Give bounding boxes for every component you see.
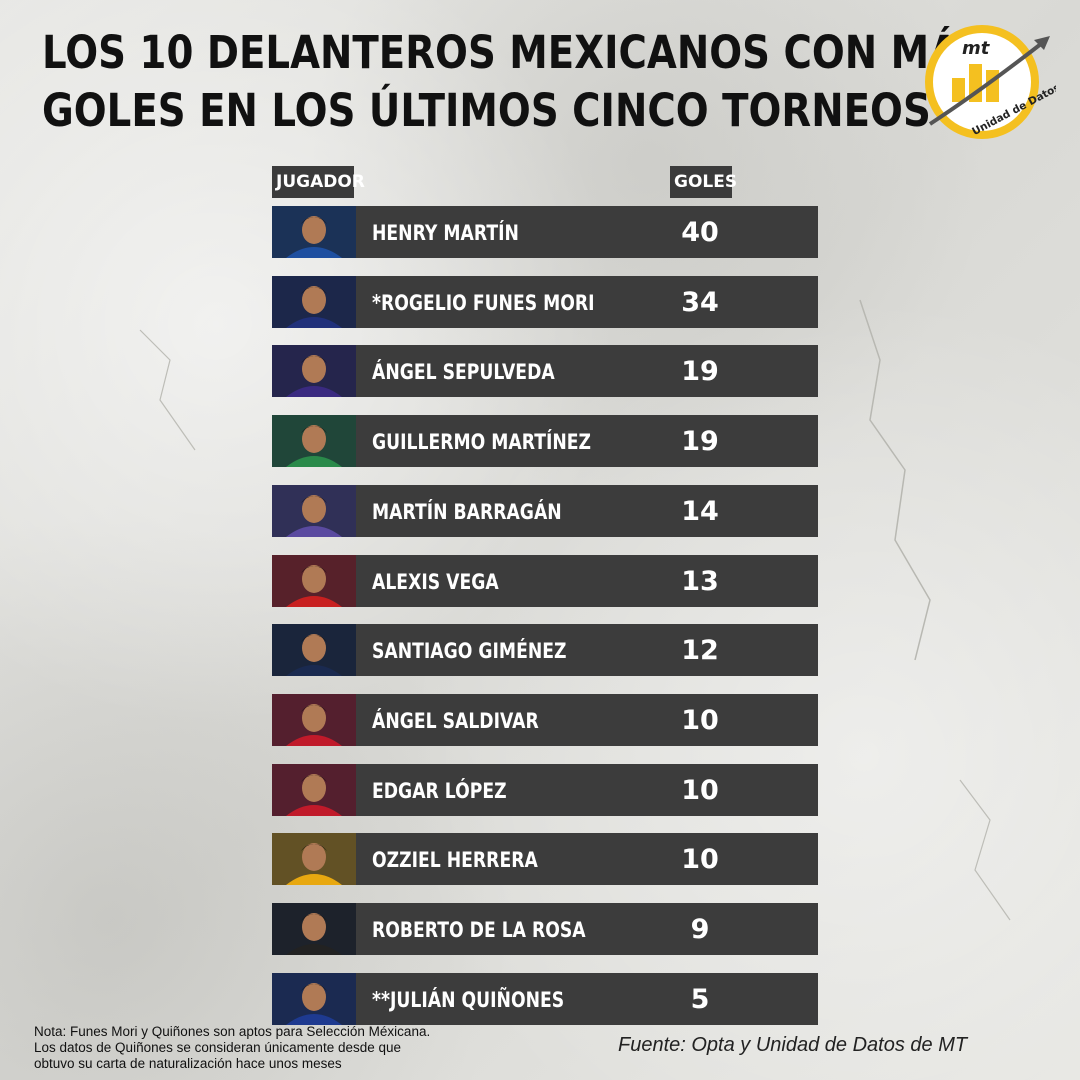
player-photo [272, 764, 356, 816]
player-photo [272, 694, 356, 746]
player-goals: 10 [681, 705, 719, 736]
player-name: ALEXIS VEGA [372, 570, 499, 594]
player-name: ROBERTO DE LA ROSA [372, 918, 586, 942]
player-name: EDGAR LÓPEZ [372, 779, 507, 803]
table-row: **JULIÁN QUIÑONES 5 [272, 973, 818, 1025]
player-photo [272, 624, 356, 676]
player-goals: 12 [681, 635, 719, 666]
player-name: *ROGELIO FUNES MORI [372, 291, 595, 315]
table-row: GUILLERMO MARTÍNEZ 19 [272, 415, 818, 467]
player-goals: 9 [690, 914, 710, 945]
column-header-player: JUGADOR [272, 166, 365, 198]
player-goals: 19 [681, 356, 719, 387]
player-name: ÁNGEL SEPULVEDA [372, 360, 555, 384]
player-goals: 34 [681, 287, 719, 318]
table-row: ROBERTO DE LA ROSA 9 [272, 903, 818, 955]
column-header-goals: GOLES [670, 166, 737, 198]
footnote-line-1: Nota: Funes Mori y Quiñones son aptos pa… [34, 1024, 431, 1039]
player-goals: 40 [681, 217, 719, 248]
table-row: SANTIAGO GIMÉNEZ 12 [272, 624, 818, 676]
player-name: **JULIÁN QUIÑONES [372, 988, 565, 1012]
player-name: ÁNGEL SALDIVAR [372, 709, 539, 733]
player-goals: 10 [681, 775, 719, 806]
title-line-1: LOS 10 DELANTEROS MEXICANOS CON MÁS [42, 26, 987, 79]
table-row: ALEXIS VEGA 13 [272, 555, 818, 607]
player-goals: 10 [681, 844, 719, 875]
player-goals: 13 [681, 566, 719, 597]
footnote-line-2: Los datos de Quiñones se consideran únic… [34, 1040, 402, 1055]
source-credit: Fuente: Opta y Unidad de Datos de MT [618, 1034, 968, 1056]
logo-mt-text: mt [962, 38, 991, 59]
chart-title: LOS 10 DELANTEROS MEXICANOS CON MÁS GOLE… [42, 24, 987, 140]
player-name: OZZIEL HERRERA [372, 848, 538, 872]
player-name: SANTIAGO GIMÉNEZ [372, 639, 567, 663]
player-goals: 19 [681, 426, 719, 457]
table-row: ÁNGEL SALDIVAR 10 [272, 694, 818, 746]
player-photo [272, 206, 356, 258]
player-name: MARTÍN BARRAGÁN [372, 500, 562, 524]
player-goals: 5 [690, 984, 710, 1015]
player-photo [272, 276, 356, 328]
player-photo [272, 555, 356, 607]
table-row: ÁNGEL SEPULVEDA 19 [272, 345, 818, 397]
footnote-line-3: obtuvo su carta de naturalización hace u… [34, 1056, 342, 1071]
table-row: MARTÍN BARRAGÁN 14 [272, 485, 818, 537]
table-row: *ROGELIO FUNES MORI 34 [272, 276, 818, 328]
footnote: Nota: Funes Mori y Quiñones son aptos pa… [34, 1024, 504, 1072]
mt-unidad-de-datos-logo: mt Unidad de Datos [922, 20, 1062, 144]
title-line-2: GOLES EN LOS ÚLTIMOS CINCO TORNEOS [42, 84, 931, 137]
table-row: OZZIEL HERRERA 10 [272, 833, 818, 885]
table-row: HENRY MARTÍN 40 [272, 206, 818, 258]
player-photo [272, 345, 356, 397]
player-photo [272, 973, 356, 1025]
player-goals: 14 [681, 496, 719, 527]
player-photo [272, 485, 356, 537]
player-name: HENRY MARTÍN [372, 221, 519, 245]
player-name: GUILLERMO MARTÍNEZ [372, 430, 592, 454]
player-photo [272, 415, 356, 467]
table-row: EDGAR LÓPEZ 10 [272, 764, 818, 816]
player-photo [272, 833, 356, 885]
player-photo [272, 903, 356, 955]
